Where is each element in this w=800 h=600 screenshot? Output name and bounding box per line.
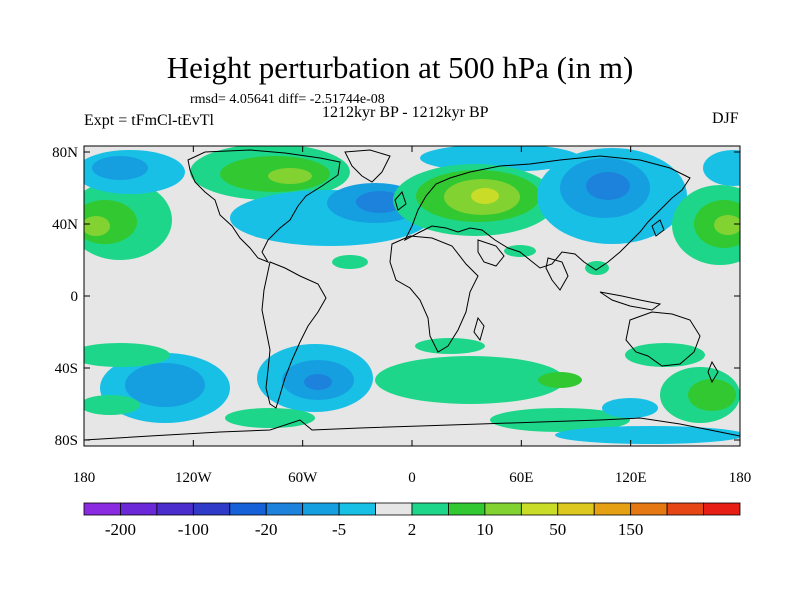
colorbar-swatch <box>156 502 194 516</box>
stats-label: rmsd= 4.05641 diff= -2.51744e-08 <box>190 92 385 107</box>
lon-tick-label: 0 <box>408 470 416 486</box>
coast-antarctica <box>84 417 740 441</box>
lat-tick-label: 80S <box>55 433 78 449</box>
lat-tick-label: 40S <box>55 361 78 377</box>
latitude-axis: 80N 40N 0 40S 80S <box>52 145 740 449</box>
colorbar-swatch <box>593 502 632 516</box>
coast-africa <box>389 235 479 353</box>
lon-tick-label: 60E <box>509 470 533 486</box>
lat-tick-label: 0 <box>71 289 79 305</box>
anomaly-tropical-patches <box>332 245 609 275</box>
colorbar-swatch <box>666 502 704 516</box>
colorbar-swatch <box>83 502 121 516</box>
colorbar-swatch <box>557 502 595 516</box>
colorbar-label: 50 <box>549 520 566 539</box>
plot-title: Height perturbation at 500 hPa (in m) <box>166 50 634 85</box>
lon-tick-label: 180 <box>73 470 96 486</box>
coast-south-america <box>261 261 327 409</box>
colorbar-label: -200 <box>105 520 136 539</box>
colorbar-swatch <box>448 502 486 516</box>
coast-indonesia <box>599 291 662 311</box>
colorbar-label: 2 <box>408 520 417 539</box>
colorbar-swatch <box>192 502 231 516</box>
lat-tick-label: 40N <box>52 217 78 233</box>
coast-arabia <box>477 239 505 267</box>
colorbar-swatch <box>630 502 668 516</box>
colorbar-swatch <box>120 502 158 516</box>
colorbar-label: 10 <box>476 520 493 539</box>
colorbar-label: -20 <box>255 520 278 539</box>
colorbar: -200 -100 -20 -5 2 10 50 150 <box>83 502 741 539</box>
coastlines <box>84 149 740 441</box>
colorbar-label: -100 <box>178 520 209 539</box>
experiment-label: Expt = tFmCl-tEvTl <box>84 112 214 129</box>
colorbar-label: -5 <box>332 520 346 539</box>
height-anomaly-field <box>84 146 740 444</box>
season-label: DJF <box>712 110 739 127</box>
anomaly-southern-ocean-positive <box>375 338 740 444</box>
colorbar-swatch <box>411 502 449 516</box>
colorbar-swatch <box>375 502 413 516</box>
map-panel <box>83 145 741 447</box>
coast-eurasia <box>403 155 691 271</box>
coast-greenland <box>344 149 391 183</box>
coast-british-isles <box>394 191 407 211</box>
coast-japan <box>651 219 665 237</box>
colorbar-swatch <box>484 502 522 516</box>
coast-madagascar <box>473 316 485 342</box>
colorbar-swatch <box>703 502 741 516</box>
colorbar-swatch <box>302 502 340 516</box>
colorbar-swatch <box>520 502 559 516</box>
coast-australia <box>625 311 701 367</box>
coast-north-america <box>187 149 341 264</box>
anomaly-pacific-positive <box>84 150 740 265</box>
anomaly-north-america-positive <box>190 146 350 200</box>
lon-tick-label: 120W <box>175 470 213 486</box>
anomaly-south-atlantic-negative <box>225 344 373 428</box>
colorbar-swatch <box>338 502 376 516</box>
period-label: 1212kyr BP - 1212kyr BP <box>322 104 489 121</box>
lat-tick-label: 80N <box>52 145 78 161</box>
colorbar-swatch <box>229 502 267 516</box>
anomaly-siberia-negative <box>537 148 687 244</box>
colorbar-label: 150 <box>618 520 644 539</box>
anomaly-eurasia-positive <box>393 164 557 236</box>
lon-tick-label: 60W <box>288 470 318 486</box>
colorbar-swatch <box>265 502 304 516</box>
lon-tick-label: 180 <box>729 470 752 486</box>
coast-india <box>545 257 569 291</box>
lon-tick-label: 120E <box>615 470 647 486</box>
anomaly-south-pacific-negative <box>84 343 230 423</box>
coast-new-zealand <box>707 360 719 384</box>
longitude-axis: 180 120W 60W 0 60E 120E 180 <box>73 146 752 486</box>
